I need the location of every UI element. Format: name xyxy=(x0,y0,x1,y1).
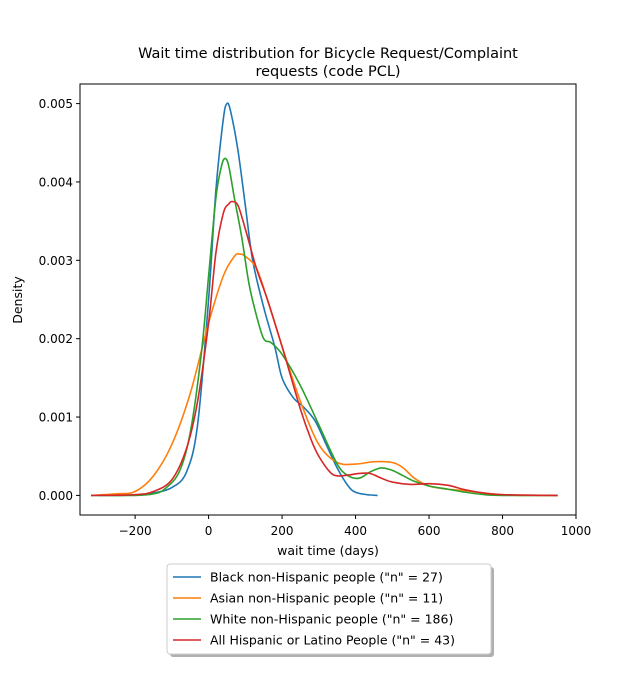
x-tick-label: 600 xyxy=(418,524,441,538)
y-axis-label: Density xyxy=(10,276,25,324)
legend-label-1: Asian non-Hispanic people ("n" = 11) xyxy=(210,591,443,606)
series-layer xyxy=(90,102,558,497)
plot-frame xyxy=(79,83,577,516)
legend-box xyxy=(166,563,492,655)
y-tick-label: 0.001 xyxy=(39,411,73,425)
y-axis: 0.000 0.001 0.002 0.003 0.004 0.005 xyxy=(39,97,80,503)
series-line-1 xyxy=(90,253,558,497)
x-tick-label: 800 xyxy=(491,524,514,538)
y-tick-label: 0.004 xyxy=(39,175,73,189)
legend-label-2: White non-Hispanic people ("n" = 186) xyxy=(210,612,453,627)
legend-label-3: All Hispanic or Latino People ("n" = 43) xyxy=(210,633,455,648)
x-tick-label: −200 xyxy=(119,524,152,538)
y-tick-label: 0.003 xyxy=(39,254,73,268)
y-tick-label: 0.000 xyxy=(39,489,73,503)
legend: Black non-Hispanic people ("n" = 27) Asia… xyxy=(166,563,494,657)
legend-label-0: Black non-Hispanic people ("n" = 27) xyxy=(210,570,443,585)
chart-title-line-1: Wait time distribution for Bicycle Reque… xyxy=(138,46,518,62)
y-tick-label: 0.005 xyxy=(39,97,73,111)
chart-title-line-2: requests (code PCL) xyxy=(255,64,400,80)
x-tick-label: 200 xyxy=(271,524,294,538)
series-line-2 xyxy=(91,157,558,497)
x-tick-label: 0 xyxy=(205,524,213,538)
x-axis-label: wait time (days) xyxy=(277,543,379,558)
legend-items: Black non-Hispanic people ("n" = 27) Asia… xyxy=(173,570,455,648)
series-line-3 xyxy=(91,200,558,497)
x-tick-label: 1000 xyxy=(561,524,592,538)
series-line-0 xyxy=(98,102,378,497)
x-tick-label: 400 xyxy=(344,524,367,538)
y-tick-label: 0.002 xyxy=(39,332,73,346)
x-axis: −200 0 200 400 600 800 1000 xyxy=(119,515,592,538)
chart-title: Wait time distribution for Bicycle Reque… xyxy=(138,46,518,80)
